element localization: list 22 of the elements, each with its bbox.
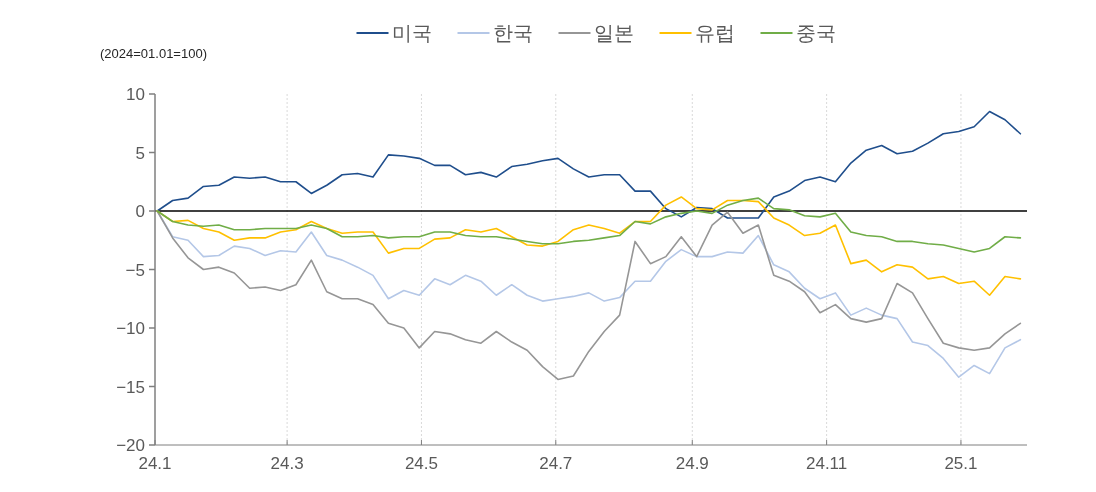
x-tick-label: 24.1: [138, 454, 172, 473]
y-tick-label: −20: [116, 436, 145, 455]
legend-label: 한국: [492, 22, 533, 44]
x-tick-label: 24.11: [805, 454, 848, 473]
y-tick-label: −5: [125, 260, 145, 280]
x-tick-label: 24.7: [539, 454, 573, 473]
y-tick-label: −10: [116, 319, 145, 338]
y-tick-label: 5: [135, 143, 145, 163]
y-tick-label: 10: [126, 85, 145, 104]
y-tick-label: 0: [135, 202, 145, 221]
x-tick-label: 24.9: [675, 454, 709, 473]
legend-label: 일본: [593, 22, 634, 44]
x-tick-label: 24.3: [270, 454, 304, 473]
line-series: [156, 197, 1022, 253]
x-tick-label: 24.5: [404, 454, 438, 473]
line-series: [156, 110, 1022, 219]
legend-label: 유럽: [694, 22, 735, 44]
legend-label: 중국: [795, 22, 836, 44]
legend-label: 미국: [391, 22, 432, 44]
y-tick-label: −15: [116, 377, 145, 397]
y-axis-title: (2024=01.01=100): [100, 46, 207, 61]
x-tick-label: 25.1: [944, 454, 978, 473]
